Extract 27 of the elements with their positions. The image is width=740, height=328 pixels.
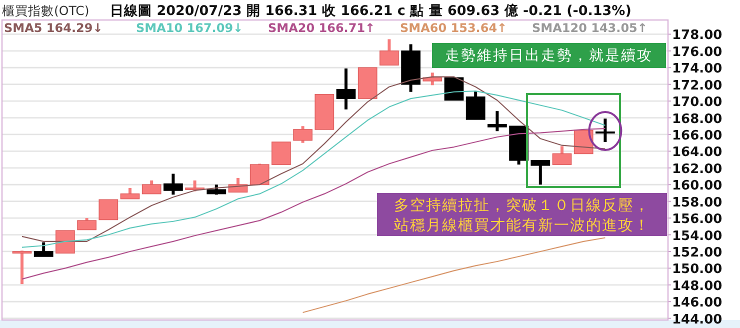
y-tick-label: 156.00 bbox=[672, 212, 722, 228]
chart-title: 櫃買指數(OTC) bbox=[2, 3, 90, 18]
y-tick-label: 146.00 bbox=[672, 296, 722, 311]
y-tick-label: 162.00 bbox=[672, 162, 722, 177]
y-tick-label: 166.00 bbox=[672, 128, 722, 144]
y-tick-label: 148.00 bbox=[672, 278, 722, 294]
y-tick-label: 172.00 bbox=[672, 78, 722, 94]
legend-label: SMA120 143.05↑ bbox=[532, 21, 648, 35]
chart-subtitle: 日線圖 2020/07/23 開 166.31 收 166.21 c 點 量 609.63 億 -0.21 (-0.13%) bbox=[110, 2, 632, 19]
text: SMA5 164.29↓ bbox=[4, 21, 103, 35]
text: SMA20 166.71↑ bbox=[268, 21, 376, 35]
y-tick-label: 174.00 bbox=[672, 62, 722, 77]
y-tick-label: 158.00 bbox=[672, 195, 722, 210]
text: SMA10 167.09↓ bbox=[136, 21, 244, 35]
y-tick-label: 168.00 bbox=[672, 112, 722, 127]
y-tick-label: 164.00 bbox=[672, 145, 722, 160]
y-tick-label: 150.00 bbox=[672, 262, 722, 278]
y-tick-label: 144.00 bbox=[672, 312, 722, 328]
y-tick-label: 160.00 bbox=[672, 178, 722, 194]
y-tick-label: 152.00 bbox=[672, 245, 722, 260]
y-tick-label: 178.00 bbox=[672, 28, 722, 44]
text: SMA60 153.64↑ bbox=[400, 21, 508, 35]
annotation: 多空持續拉扯，突破１０日線反壓，站穩月線櫃買才能有新一波的進攻！ bbox=[394, 196, 650, 234]
y-tick-label: 170.00 bbox=[672, 95, 722, 110]
y-tick-label: 154.00 bbox=[672, 228, 722, 244]
annotation: 走勢維持日出走勢，就是續攻 bbox=[445, 47, 653, 64]
y-tick-label: 176.00 bbox=[672, 44, 722, 60]
